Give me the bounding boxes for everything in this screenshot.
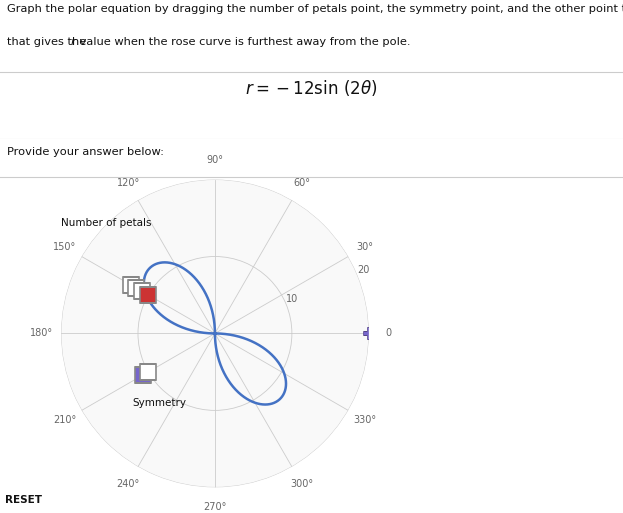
- Text: Symmetry: Symmetry: [133, 398, 186, 408]
- Text: Provide your answer below:: Provide your answer below:: [7, 147, 164, 156]
- Text: r: r: [70, 37, 75, 47]
- Text: Number of petals: Number of petals: [61, 219, 151, 228]
- Text: $r = -12\sin\,(2\theta)$: $r = -12\sin\,(2\theta)$: [245, 77, 378, 97]
- Text: Graph the polar equation by dragging the number of petals point, the symmetry po: Graph the polar equation by dragging the…: [7, 4, 623, 14]
- Text: that gives the: that gives the: [7, 37, 90, 47]
- Text: RESET: RESET: [5, 495, 42, 505]
- Text: value when the rose curve is furthest away from the pole.: value when the rose curve is furthest aw…: [76, 37, 411, 47]
